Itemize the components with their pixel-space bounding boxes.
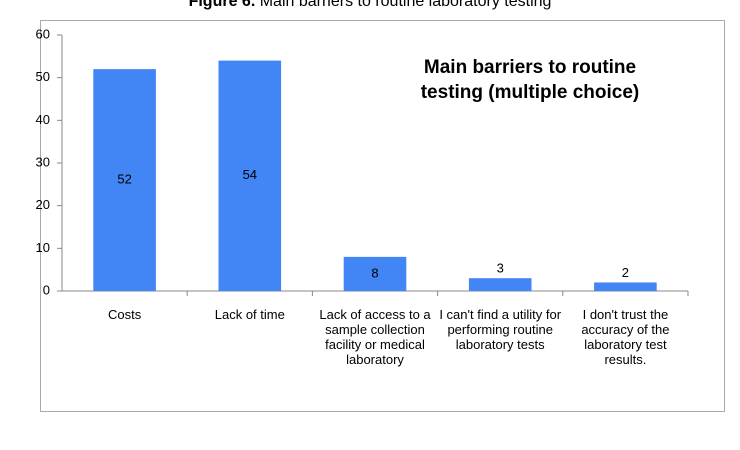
data-label: 2 bbox=[622, 265, 629, 280]
x-tick-label: Costs bbox=[107, 307, 142, 322]
y-tick-label: 40 bbox=[36, 112, 50, 127]
bar bbox=[343, 256, 407, 291]
y-tick-label: 30 bbox=[36, 154, 50, 169]
caption-label: Figure 6. bbox=[188, 0, 256, 10]
y-tick-label: 0 bbox=[43, 282, 50, 297]
bar bbox=[93, 69, 156, 291]
data-label: 8 bbox=[371, 265, 378, 280]
data-label: 54 bbox=[243, 167, 257, 182]
y-tick-label: 60 bbox=[36, 26, 50, 41]
y-tick-label: 10 bbox=[36, 240, 50, 255]
x-tick-label: I can't find a utility for performing ro… bbox=[439, 307, 562, 352]
x-tick-label: Lack of access to a sample collection fa… bbox=[319, 307, 431, 367]
x-tick-label: Lack of time bbox=[214, 307, 285, 322]
y-tick-label: 20 bbox=[36, 197, 50, 212]
caption-text: Main barriers to routine laboratory test… bbox=[259, 0, 552, 10]
bar bbox=[218, 60, 282, 291]
caption: Figure 6. Main barriers to routine labor… bbox=[0, 0, 740, 11]
chart-title: Main barriers to routine testing (multip… bbox=[420, 57, 640, 103]
data-label: 52 bbox=[117, 172, 131, 187]
bar bbox=[468, 278, 532, 291]
y-tick-label: 50 bbox=[36, 69, 50, 84]
x-tick-label: I don't trust the accuracy of the labora… bbox=[581, 307, 670, 367]
data-label: 3 bbox=[497, 261, 504, 276]
bar bbox=[594, 282, 657, 291]
